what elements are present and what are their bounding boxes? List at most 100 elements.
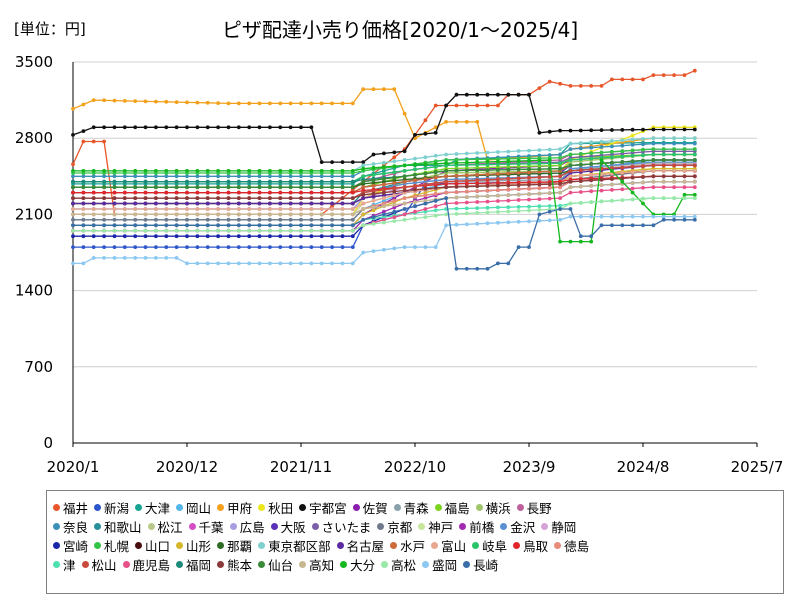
data-point xyxy=(319,196,324,201)
data-point xyxy=(568,128,573,133)
data-point xyxy=(516,167,521,172)
data-point xyxy=(340,169,345,173)
data-point xyxy=(91,212,96,217)
data-point xyxy=(154,245,158,250)
data-point xyxy=(423,131,428,136)
data-point xyxy=(91,98,96,102)
data-point xyxy=(143,207,148,211)
data-point xyxy=(485,177,490,182)
data-point xyxy=(382,209,386,214)
data-point xyxy=(102,98,106,103)
data-point xyxy=(350,169,355,173)
data-point xyxy=(558,155,562,160)
data-point xyxy=(692,179,697,184)
data-point xyxy=(454,152,459,156)
legend-label: 秋田 xyxy=(268,501,294,516)
legend-marker-icon xyxy=(53,542,60,549)
data-point xyxy=(599,150,604,155)
data-point xyxy=(496,92,500,97)
data-point xyxy=(330,228,334,233)
data-point xyxy=(382,182,386,187)
legend-marker-icon xyxy=(81,561,89,568)
legend-marker-icon xyxy=(475,504,483,511)
data-point xyxy=(330,101,334,106)
legend-label: 徳島 xyxy=(564,539,590,554)
data-point xyxy=(475,178,480,183)
data-point xyxy=(143,185,148,190)
data-point xyxy=(682,141,687,146)
legend-item: 福島 xyxy=(434,498,470,517)
data-point xyxy=(268,223,272,228)
data-point xyxy=(475,172,480,177)
data-point xyxy=(371,198,376,203)
data-point xyxy=(350,261,355,266)
data-point xyxy=(630,186,635,191)
data-point xyxy=(91,207,96,211)
data-point xyxy=(91,125,96,130)
legend-marker-icon xyxy=(217,561,225,568)
data-point xyxy=(205,223,210,228)
data-point xyxy=(516,170,521,175)
data-point xyxy=(257,212,262,217)
data-point xyxy=(226,125,231,130)
data-point xyxy=(299,179,303,184)
data-point xyxy=(464,189,469,194)
data-point xyxy=(112,179,117,184)
legend: 福井 新潟 大津 岡山 甲府 秋田 宇都宮 佐賀 青森 福島 横浜 長野 奈良 和歌山 松江 千葉 広島 大阪 さい… xyxy=(46,490,784,594)
data-point xyxy=(102,207,106,211)
legend-marker-icon xyxy=(94,542,102,549)
data-point xyxy=(464,173,469,178)
legend-label: 京都 xyxy=(387,520,413,535)
data-point xyxy=(268,261,272,266)
data-point xyxy=(682,169,687,173)
data-point xyxy=(641,158,645,163)
unit-label: [単位：円] xyxy=(14,20,86,38)
data-point xyxy=(392,170,397,175)
data-point xyxy=(340,196,345,201)
data-point xyxy=(216,217,221,222)
legend-label: 静岡 xyxy=(551,520,577,535)
data-point xyxy=(309,169,314,173)
data-point xyxy=(506,180,511,185)
data-point xyxy=(610,77,614,82)
data-point xyxy=(102,185,106,190)
data-point xyxy=(464,195,469,200)
data-point xyxy=(330,204,334,209)
data-point xyxy=(102,179,106,184)
data-point xyxy=(527,219,531,224)
data-point xyxy=(413,183,417,188)
data-point xyxy=(692,147,697,152)
data-point xyxy=(164,185,169,190)
data-point xyxy=(309,174,314,179)
data-point xyxy=(485,181,490,186)
data-point xyxy=(205,212,210,217)
data-point xyxy=(641,127,645,132)
data-point xyxy=(185,169,189,173)
series-仙台 xyxy=(71,158,697,190)
data-point xyxy=(392,202,397,207)
data-point xyxy=(568,201,573,206)
data-point xyxy=(309,125,314,130)
data-point xyxy=(330,190,334,195)
data-point xyxy=(568,239,573,244)
data-point xyxy=(164,125,169,130)
data-point xyxy=(433,125,438,130)
data-point xyxy=(599,84,604,88)
legend-item: 甲府 xyxy=(217,498,252,517)
legend-marker-icon xyxy=(258,504,266,511)
data-point xyxy=(330,212,334,217)
data-point xyxy=(247,174,252,179)
data-point xyxy=(651,163,656,168)
data-point xyxy=(506,193,511,198)
data-point xyxy=(164,201,169,206)
data-point xyxy=(268,125,272,130)
data-point xyxy=(506,159,511,164)
data-point xyxy=(651,147,656,152)
data-point xyxy=(444,152,448,157)
data-point xyxy=(382,151,386,156)
data-point xyxy=(589,145,594,150)
data-point xyxy=(216,207,221,211)
data-point xyxy=(433,170,438,175)
data-point xyxy=(205,174,210,179)
data-point xyxy=(610,188,614,192)
